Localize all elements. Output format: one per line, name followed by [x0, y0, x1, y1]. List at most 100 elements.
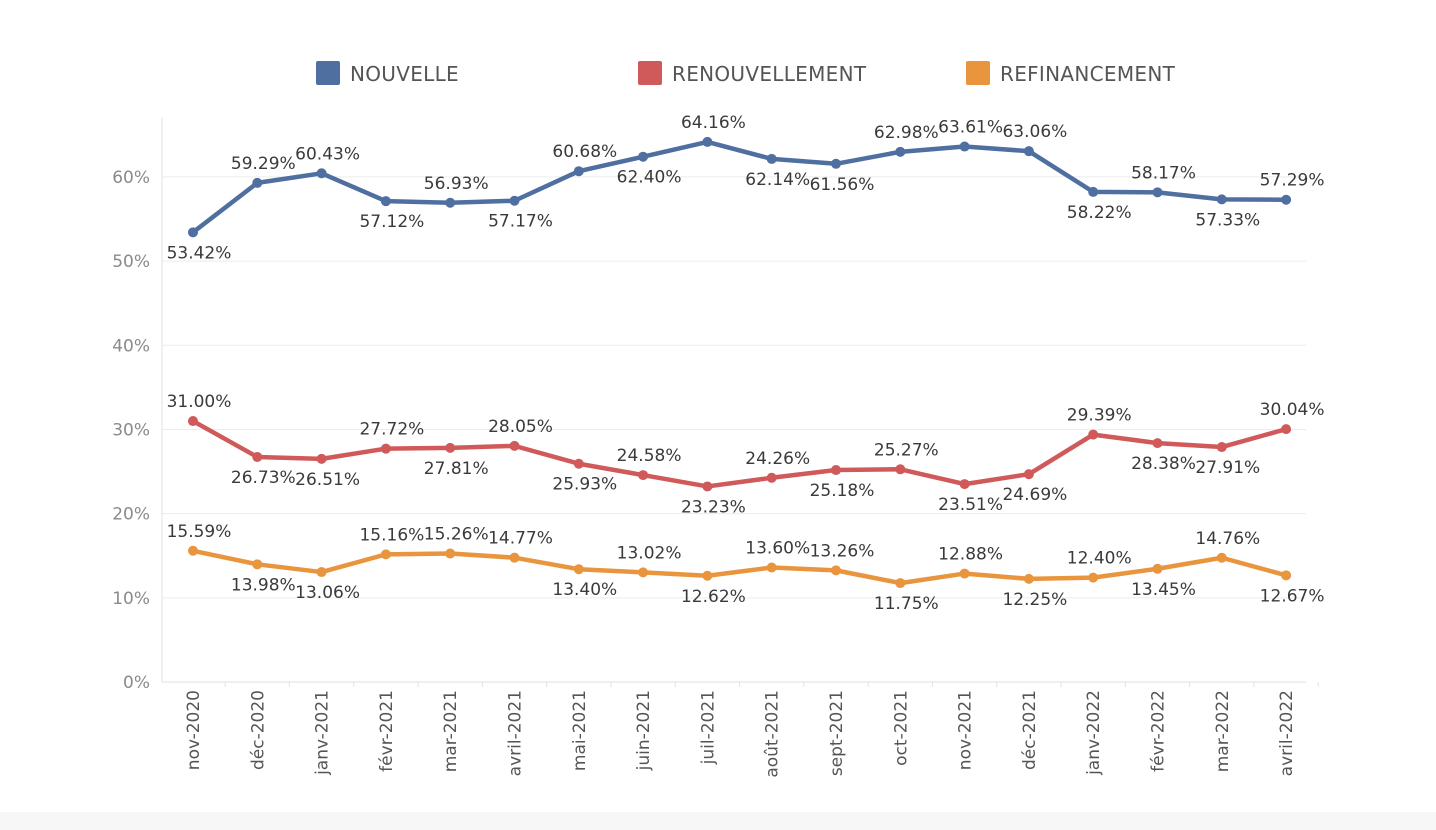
y-tick-label: 50%: [112, 252, 150, 272]
data-label: 13.06%: [295, 583, 360, 603]
data-point: [959, 568, 970, 579]
data-point: [895, 578, 906, 589]
data-label: 13.60%: [745, 539, 810, 559]
data-point: [252, 451, 263, 462]
data-point: [316, 453, 327, 464]
data-label: 60.68%: [552, 142, 617, 162]
data-point: [831, 465, 841, 476]
data-point: [1281, 194, 1292, 205]
y-tick-label: 20%: [112, 505, 150, 525]
data-label: 23.23%: [681, 497, 746, 517]
data-label: 15.16%: [359, 525, 424, 545]
data-point: [1152, 438, 1163, 449]
data-label: 27.81%: [424, 459, 489, 479]
x-tick-label: juin-2021: [634, 690, 654, 771]
data-point: [252, 559, 263, 570]
bottom-band: [0, 812, 1436, 830]
data-point: [766, 153, 777, 164]
y-tick-label: 10%: [112, 589, 150, 609]
data-label: 15.26%: [424, 525, 489, 545]
data-point: [766, 562, 777, 573]
data-label: 12.40%: [1067, 549, 1132, 569]
data-point: [1023, 146, 1034, 157]
data-label: 60.43%: [295, 144, 360, 164]
data-point: [316, 168, 327, 179]
legend-label: NOUVELLE: [350, 62, 459, 86]
data-label: 31.00%: [167, 392, 232, 412]
data-label: 56.93%: [424, 174, 489, 194]
data-label: 63.06%: [1002, 122, 1067, 142]
legend: NOUVELLE RENOUVELLEMENT REFINANCEMENT: [316, 61, 1176, 86]
data-point: [638, 151, 649, 162]
data-point: [702, 570, 713, 581]
data-label: 62.14%: [745, 170, 810, 190]
x-tick-label: déc-2021: [1020, 690, 1040, 770]
data-label: 14.77%: [488, 529, 553, 549]
grid-layer: [162, 176, 1306, 599]
label-layer: 53.42% 59.29% 60.43% 57.12%56.93% 57.17% 60.6…: [167, 113, 1325, 614]
data-point: [1216, 194, 1227, 205]
data-point: [188, 416, 198, 427]
data-label: 28.05%: [488, 417, 553, 437]
x-tick-label: févr-2021: [377, 690, 397, 772]
x-tick-label: oct-2021: [891, 690, 911, 766]
data-label: 24.26%: [745, 449, 810, 469]
legend-swatch: [316, 61, 340, 85]
x-tick-label: mar-2021: [441, 690, 461, 772]
x-tick-label: janv-2022: [1084, 690, 1104, 776]
data-point: [1023, 469, 1034, 480]
data-point: [1088, 429, 1099, 440]
series-line: [190, 418, 1289, 489]
data-label: 63.61%: [938, 118, 1003, 138]
data-point: [509, 440, 520, 451]
legend-label: RENOUVELLEMENT: [672, 62, 867, 86]
data-point: [380, 549, 391, 560]
legend-label: REFINANCEMENT: [1000, 62, 1176, 86]
data-label: 25.27%: [874, 440, 939, 460]
data-label: 27.91%: [1195, 458, 1260, 478]
x-tick-label: mai-2021: [570, 690, 590, 771]
data-label: 58.17%: [1131, 163, 1196, 183]
data-label: 57.29%: [1260, 171, 1325, 191]
data-label: 13.45%: [1131, 580, 1196, 600]
data-label: 62.98%: [874, 123, 939, 143]
series-line: [190, 548, 1289, 586]
data-label: 64.16%: [681, 113, 746, 133]
data-label: 12.62%: [681, 587, 746, 607]
data-label: 12.88%: [938, 545, 1003, 565]
x-tick-label: avril-2022: [1277, 690, 1297, 776]
data-point: [1216, 552, 1227, 563]
x-tick-label: juil-2021: [698, 690, 718, 765]
data-point: [509, 195, 520, 206]
data-label: 13.98%: [231, 575, 296, 595]
x-tick-label: nov-2021: [956, 690, 976, 770]
legend-swatch: [638, 61, 662, 85]
data-point: [188, 227, 198, 238]
x-tick-label: mar-2022: [1213, 690, 1233, 772]
data-label: 59.29%: [231, 154, 296, 174]
data-label: 29.39%: [1067, 406, 1132, 426]
data-point: [959, 141, 970, 152]
data-label: 58.22%: [1067, 203, 1132, 223]
data-point: [188, 545, 198, 556]
data-point: [1152, 187, 1163, 198]
data-point: [638, 470, 649, 481]
data-label: 12.67%: [1260, 586, 1325, 606]
data-label: 57.12%: [359, 212, 424, 232]
data-point: [509, 552, 520, 563]
y-tick-label: 60%: [112, 168, 150, 188]
data-point: [766, 472, 777, 483]
data-point: [316, 567, 327, 578]
axis-layer: 0% 10% 20% 30% 40% 50% 60% nov-2020 déc-2020 janv…: [112, 118, 1319, 778]
y-tick-label: 30%: [112, 420, 150, 440]
x-tick-label: janv-2021: [313, 690, 333, 776]
data-label: 25.18%: [810, 481, 875, 501]
data-point: [638, 567, 649, 578]
data-label: 12.25%: [1002, 590, 1067, 610]
data-point: [895, 464, 906, 475]
series-layer: [188, 136, 1292, 589]
data-label: 24.69%: [1002, 485, 1067, 505]
data-label: 53.42%: [167, 243, 232, 263]
